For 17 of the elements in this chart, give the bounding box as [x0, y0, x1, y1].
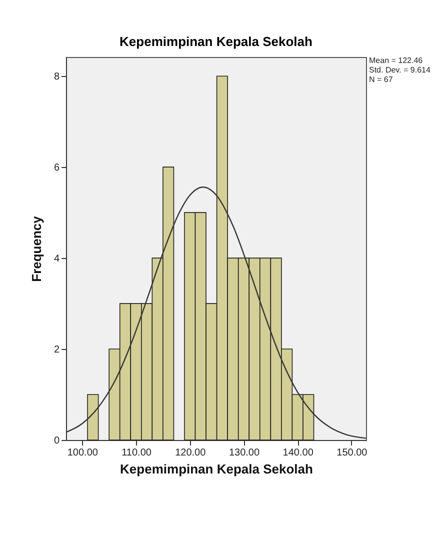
y-tick-label: 0 [54, 436, 60, 446]
x-tick-label: 150.00 [336, 448, 368, 458]
text: Mean = 122.46 [369, 56, 424, 65]
chart-title: Kepemimpinan Kepala Sekolah [120, 34, 312, 49]
text: Std. Dev. = 9.614 [369, 66, 431, 74]
x-tick-label: 110.00 [122, 448, 152, 458]
text: N = 67 [369, 75, 394, 84]
x-tick-label: 130.00 [228, 448, 260, 458]
y-tick-label: 6 [54, 162, 60, 174]
x-tick-label: 100.00 [67, 448, 98, 458]
y-tick-label: 2 [54, 344, 60, 356]
x-axis-title: Kepemimpinan Kepala Sekolah [120, 462, 313, 476]
y-axis-title: Frequency [28, 215, 44, 282]
y-tick-label: 4 [54, 254, 60, 265]
y-tick-label: 8 [54, 72, 60, 83]
x-tick-label: 120.00 [175, 448, 206, 458]
x-tick-label: 140.00 [282, 448, 314, 458]
